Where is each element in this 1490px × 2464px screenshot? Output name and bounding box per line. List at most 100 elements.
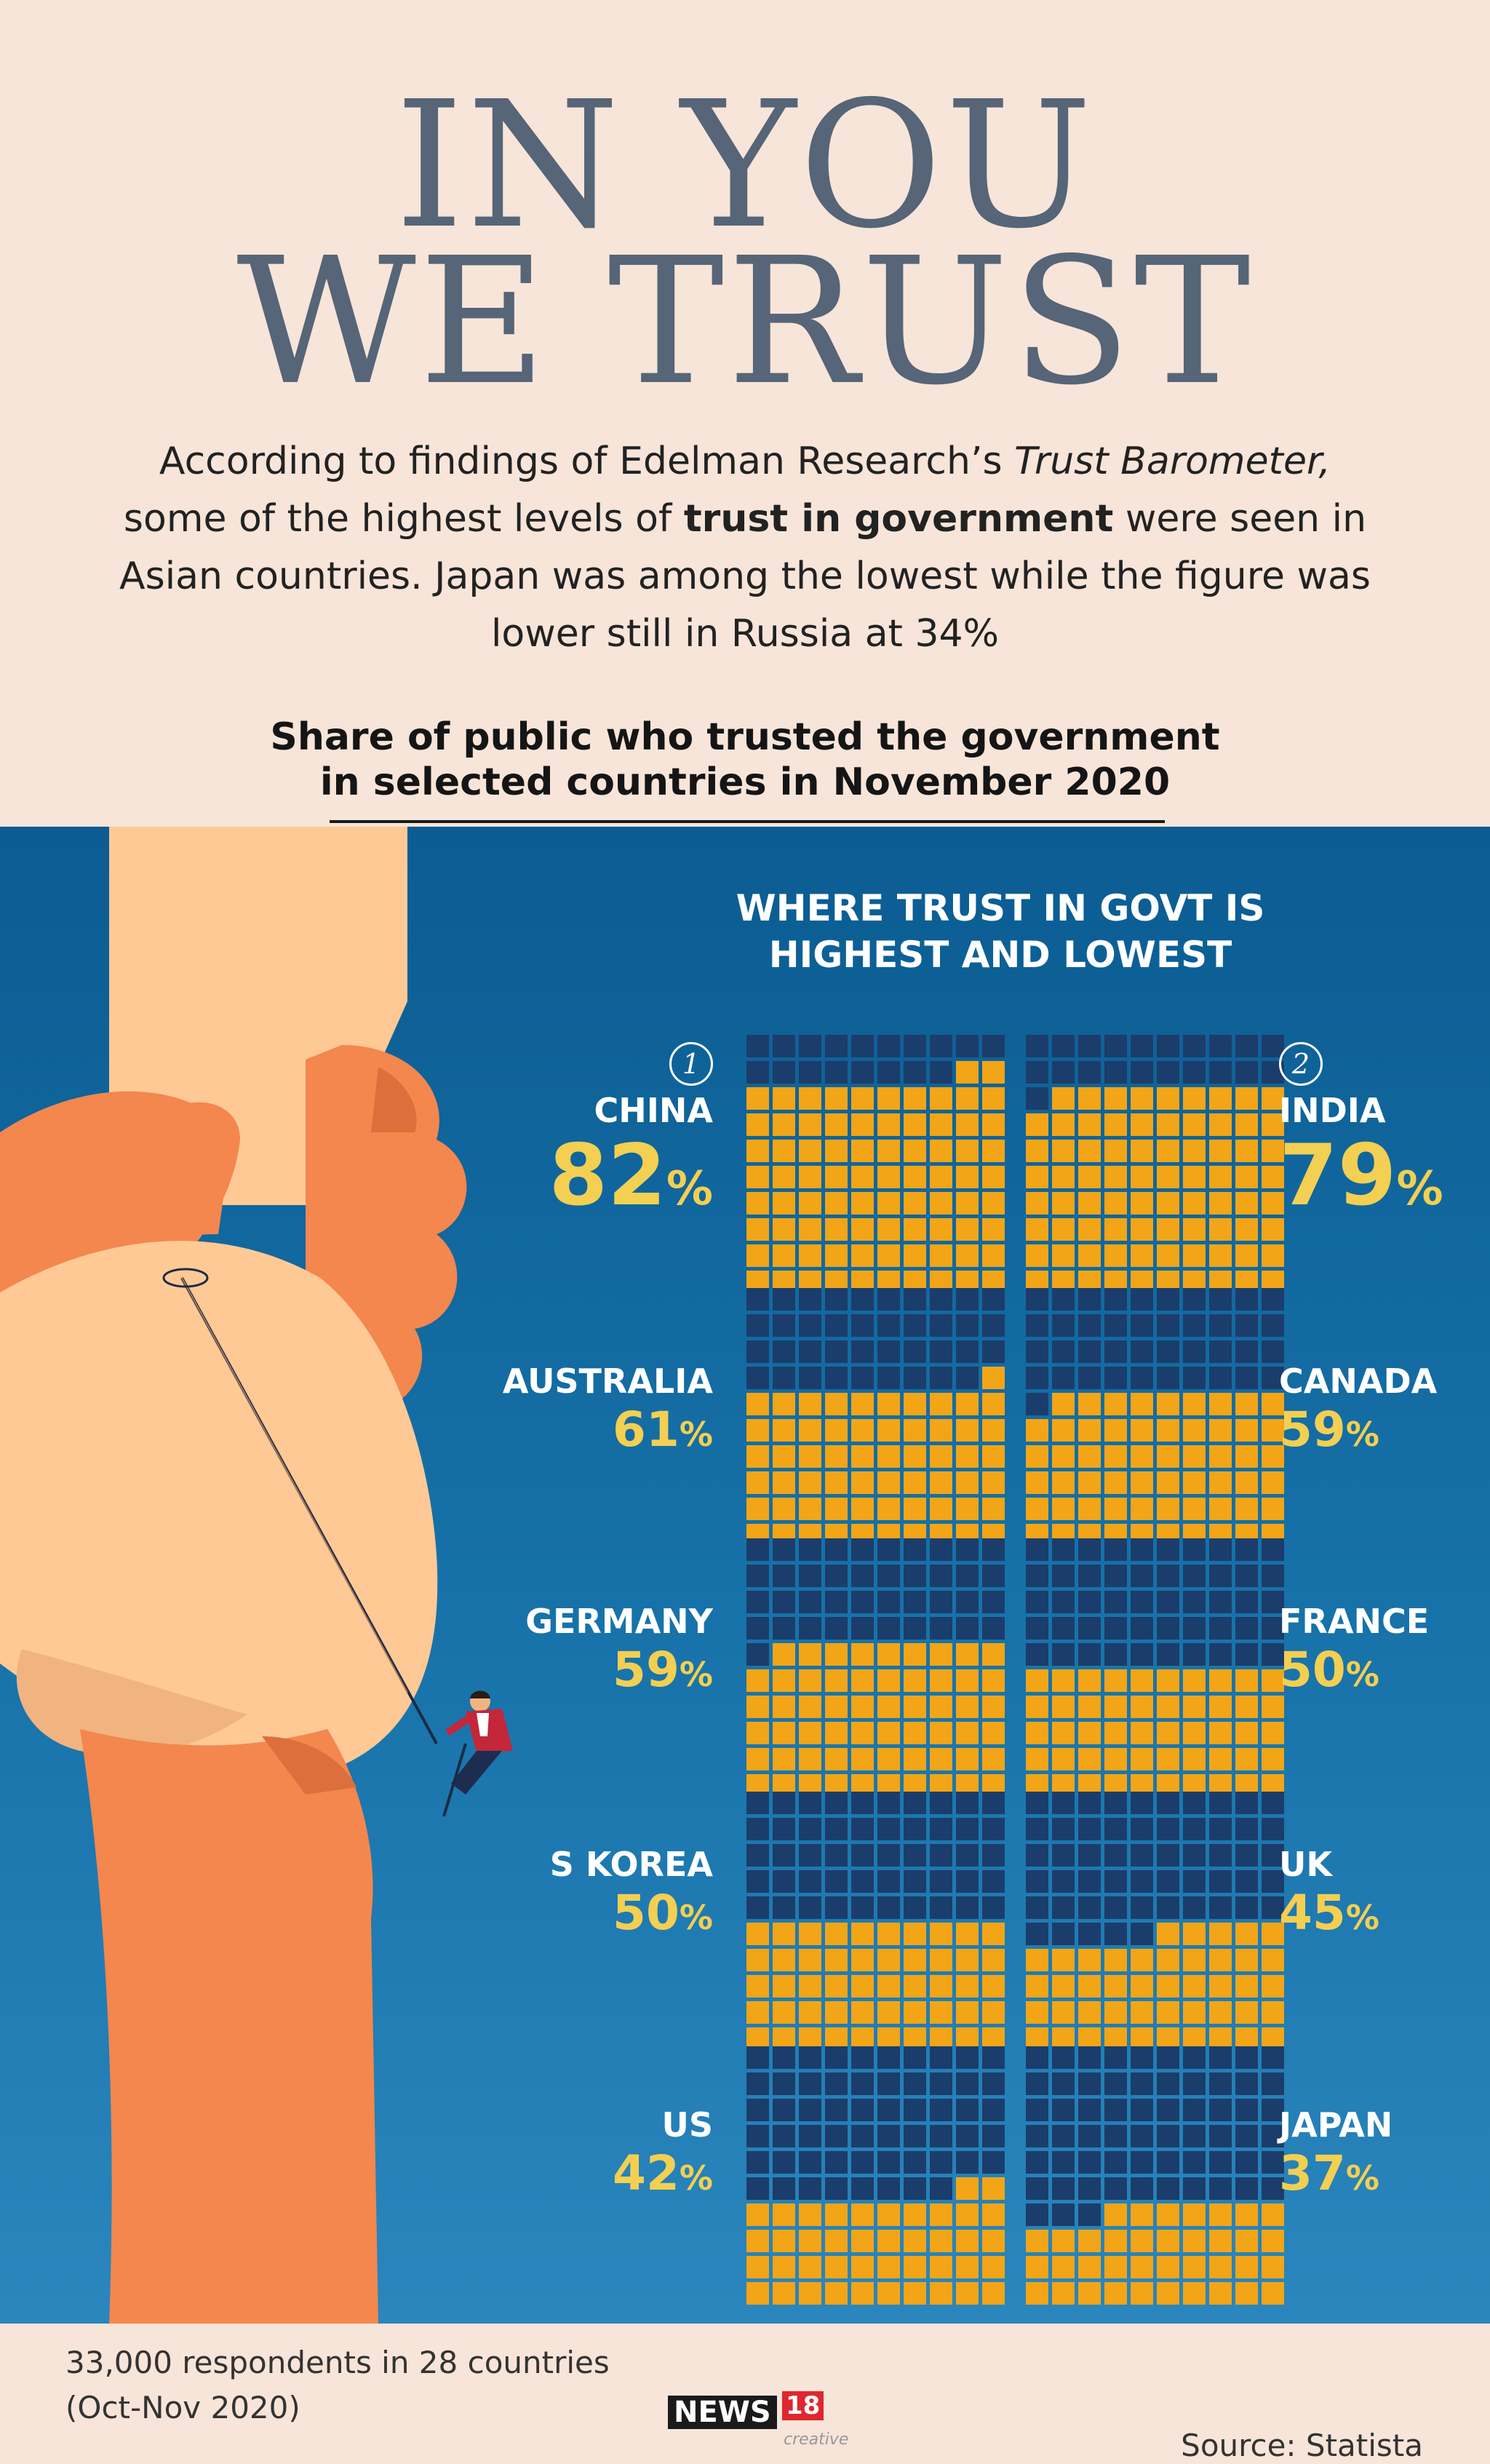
waffle-cell-empty <box>1209 1340 1232 1363</box>
waffle-cell-empty <box>773 2125 795 2147</box>
waffle-cell-empty <box>1262 2177 1284 2200</box>
waffle-cell-filled <box>1104 1669 1127 1692</box>
waffle-cell-filled <box>956 1244 979 1267</box>
waffle-cell-empty <box>1052 1923 1075 1945</box>
waffle-cell-filled <box>1078 1140 1101 1162</box>
waffle-cell-filled <box>1235 1113 1258 1136</box>
waffle-cell-empty <box>982 2072 1005 2095</box>
waffle-cell-empty <box>1235 2177 1258 2200</box>
waffle-cell-filled <box>1235 1923 1258 1945</box>
waffle-cell-filled <box>1262 1393 1284 1415</box>
waffle-cell-empty <box>746 1367 769 1389</box>
waffle-cell-empty <box>851 1035 874 1057</box>
waffle-cell-filled <box>1183 1192 1206 1215</box>
waffle-cell-empty <box>1078 1367 1101 1389</box>
waffle-cell-empty <box>1183 1565 1206 1587</box>
waffle-svg-japan <box>1026 2046 1284 2305</box>
waffle-cell-filled <box>1078 2256 1101 2278</box>
waffle-cell-filled <box>773 1393 795 1415</box>
waffle-cell-filled <box>773 1419 795 1442</box>
waffle-cell-empty <box>956 1565 979 1587</box>
waffle-cell-empty <box>956 2072 979 2095</box>
waffle-cell-empty <box>825 2125 848 2147</box>
waffle-cell-filled <box>1157 1140 1179 1162</box>
waffle-cell-filled <box>1209 2230 1232 2252</box>
waffle-cell-empty <box>1157 1792 1179 1814</box>
waffle-cell-empty <box>1052 2072 1075 2095</box>
waffle-cell-empty <box>1235 1818 1258 1840</box>
waffle-cell-filled <box>1131 1669 1153 1692</box>
waffle-cell-filled <box>746 2230 769 2252</box>
waffle-cell-filled <box>1026 2256 1048 2278</box>
panel-heading: WHERE TRUST IN GOVT IS HIGHEST AND LOWES… <box>655 885 1346 978</box>
waffle-cell-empty <box>1026 1844 1048 1867</box>
waffle-cell-filled <box>1052 1498 1075 1520</box>
waffle-cell-filled <box>982 1748 1005 1770</box>
waffle-cell-empty <box>1209 1288 1232 1311</box>
waffle-cell-filled <box>877 1923 900 1945</box>
waffle-cell-filled <box>1052 1669 1075 1692</box>
waffle-cell-empty <box>746 2125 769 2147</box>
waffle-cell-empty <box>1078 1844 1101 1867</box>
waffle-cell-empty <box>825 1617 848 1640</box>
waffle-cell-empty <box>1262 1870 1284 1893</box>
waffle-cell-empty <box>1104 1923 1127 1945</box>
waffle-cell-filled <box>930 1949 952 1971</box>
waffle-cell-empty <box>746 1288 769 1311</box>
country-label-us: US 42% <box>393 2105 713 2201</box>
waffle-cell-empty <box>1052 1565 1075 1587</box>
waffle-cell-filled <box>956 1722 979 1744</box>
waffle-cell-empty <box>904 2151 926 2174</box>
waffle-cell-empty <box>982 1314 1005 1337</box>
waffle-cell-filled <box>1235 2282 1258 2305</box>
waffle-cell-empty <box>1052 1367 1075 1389</box>
country-value-france: 50% <box>1279 1642 1490 1698</box>
waffle-cell-filled <box>773 1192 795 1215</box>
waffle-cell-empty <box>825 2072 848 2095</box>
waffle-cell-empty <box>904 1896 926 1919</box>
waffle-cell-filled <box>956 1471 979 1494</box>
percent-sign: % <box>679 1898 713 1937</box>
climber-figure <box>442 1690 513 1817</box>
waffle-cell-filled <box>1131 1087 1153 1110</box>
waffle-cell-filled <box>746 2282 769 2305</box>
waffle-cell-filled <box>1131 1748 1153 1770</box>
climber-arm <box>445 1714 471 1736</box>
waffle-cell-filled <box>1131 1696 1153 1718</box>
waffle-cell-filled <box>825 2203 848 2226</box>
waffle-cell-empty <box>1262 1367 1284 1389</box>
waffle-cell-filled <box>1262 1113 1284 1136</box>
lower-hand-palm <box>0 1241 438 1775</box>
waffle-cell-empty <box>1262 1035 1284 1057</box>
waffle-cell-filled <box>1157 1218 1179 1241</box>
waffle-cell-empty <box>877 1538 900 1561</box>
waffle-cell-empty <box>1104 2125 1127 2147</box>
waffle-cell-filled <box>825 1669 848 1692</box>
waffle-cell-empty <box>1157 1538 1179 1561</box>
waffle-cell-empty <box>904 1591 926 1613</box>
waffle-cell-filled <box>956 2256 979 2278</box>
waffle-cell-filled <box>1262 1923 1284 1945</box>
climber-jacket <box>466 1709 513 1752</box>
waffle-cell-empty <box>1052 1870 1075 1893</box>
waffle-cell-filled <box>930 1975 952 1998</box>
waffle-cell-filled <box>1157 1975 1179 1998</box>
waffle-cell-filled <box>1078 1244 1101 1267</box>
waffle-cell-empty <box>1078 1340 1101 1363</box>
country-name-japan: JAPAN <box>1279 2105 1393 2145</box>
waffle-cell-filled <box>746 1748 769 1770</box>
waffle-cell-filled <box>1104 1113 1127 1136</box>
waffle-cell-filled <box>825 1244 848 1267</box>
waffle-cell-empty <box>1104 1617 1127 1640</box>
waffle-cell-empty <box>1131 2072 1153 2095</box>
waffle-cell-filled <box>982 1061 1005 1084</box>
waffle-cell-filled <box>956 1419 979 1442</box>
country-value-uk: 45% <box>1279 1885 1490 1941</box>
waffle-cell-filled <box>1157 1192 1179 1215</box>
waffle-germany <box>746 1538 1005 1800</box>
waffle-cell-empty <box>825 1818 848 1840</box>
waffle-cell-empty <box>877 1870 900 1893</box>
waffle-cell-filled <box>1052 1722 1075 1744</box>
waffle-cell-empty <box>1183 1061 1206 1084</box>
waffle-cell-empty <box>851 1870 874 1893</box>
